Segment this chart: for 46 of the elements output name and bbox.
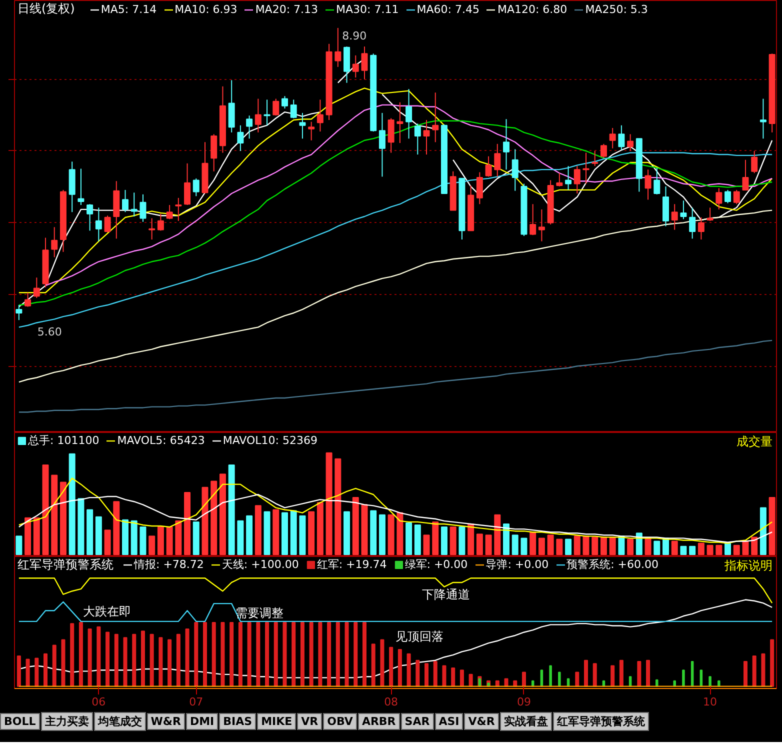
legend-label: 天线: +100.00 bbox=[222, 557, 299, 572]
text: ASI bbox=[434, 713, 464, 730]
annotation: 见顶回落 bbox=[396, 630, 444, 644]
legend-label: 绿军: +0.00 bbox=[404, 557, 468, 572]
legend-label: MAVOL5: 65423 bbox=[117, 434, 205, 447]
text: 主力买卖 bbox=[40, 712, 93, 731]
legend-label: MA250: 5.3 bbox=[585, 3, 648, 16]
legend-label: 红军: +19.74 bbox=[316, 557, 387, 572]
text: BIAS bbox=[219, 713, 256, 730]
annotation: 5.60 bbox=[37, 325, 62, 338]
legend-label: MA20: 7.13 bbox=[255, 3, 318, 16]
text: 均笔成交 bbox=[94, 712, 146, 731]
legend-label: MA30: 7.11 bbox=[336, 3, 399, 16]
x-tick-label: 08 bbox=[384, 696, 398, 708]
x-tick-label: 06 bbox=[92, 696, 106, 708]
legend-label: 预警系统: +60.00 bbox=[566, 557, 659, 572]
annotation: 8.90 bbox=[342, 29, 367, 42]
text: MIKE bbox=[257, 713, 296, 730]
legend-label: 总手: 101100 bbox=[28, 433, 100, 448]
text: W&R bbox=[146, 713, 185, 730]
text: SAR bbox=[400, 713, 434, 730]
annotation: 下降通道 bbox=[422, 587, 470, 602]
legend-label: 情报: +78.72 bbox=[134, 557, 204, 572]
legend-label: MA10: 6.93 bbox=[174, 3, 238, 16]
legend-label: MAVOL10: 52369 bbox=[222, 434, 318, 447]
legend-label: MA120: 6.80 bbox=[497, 3, 568, 16]
text: BOLL bbox=[0, 713, 40, 730]
chart-title: 日线(复权) bbox=[18, 2, 75, 16]
text: VR bbox=[297, 713, 322, 730]
text: 红军导弹预警系统 bbox=[552, 712, 649, 731]
x-tick-label: 07 bbox=[189, 696, 204, 708]
text: 指标说明 bbox=[724, 558, 772, 572]
legend-label: MA60: 7.45 bbox=[416, 3, 480, 16]
text: OBV bbox=[323, 713, 357, 730]
text: ARBR bbox=[358, 713, 400, 730]
x-tick-label: 09 bbox=[516, 696, 531, 708]
text: V&R bbox=[464, 713, 499, 730]
legend-label: 导弹: +0.00 bbox=[486, 557, 549, 572]
annotation: 大跌在即 bbox=[83, 604, 132, 619]
text: 成交量 bbox=[736, 434, 772, 448]
chart-title: 红军导弹预警系统 bbox=[18, 558, 114, 572]
text: DMI bbox=[186, 713, 218, 730]
text: 实战看盘 bbox=[500, 712, 552, 731]
legend-label: MA5: 7.14 bbox=[100, 3, 157, 16]
x-tick-label: 10 bbox=[703, 696, 718, 708]
annotation: 需要调整 bbox=[235, 606, 284, 620]
